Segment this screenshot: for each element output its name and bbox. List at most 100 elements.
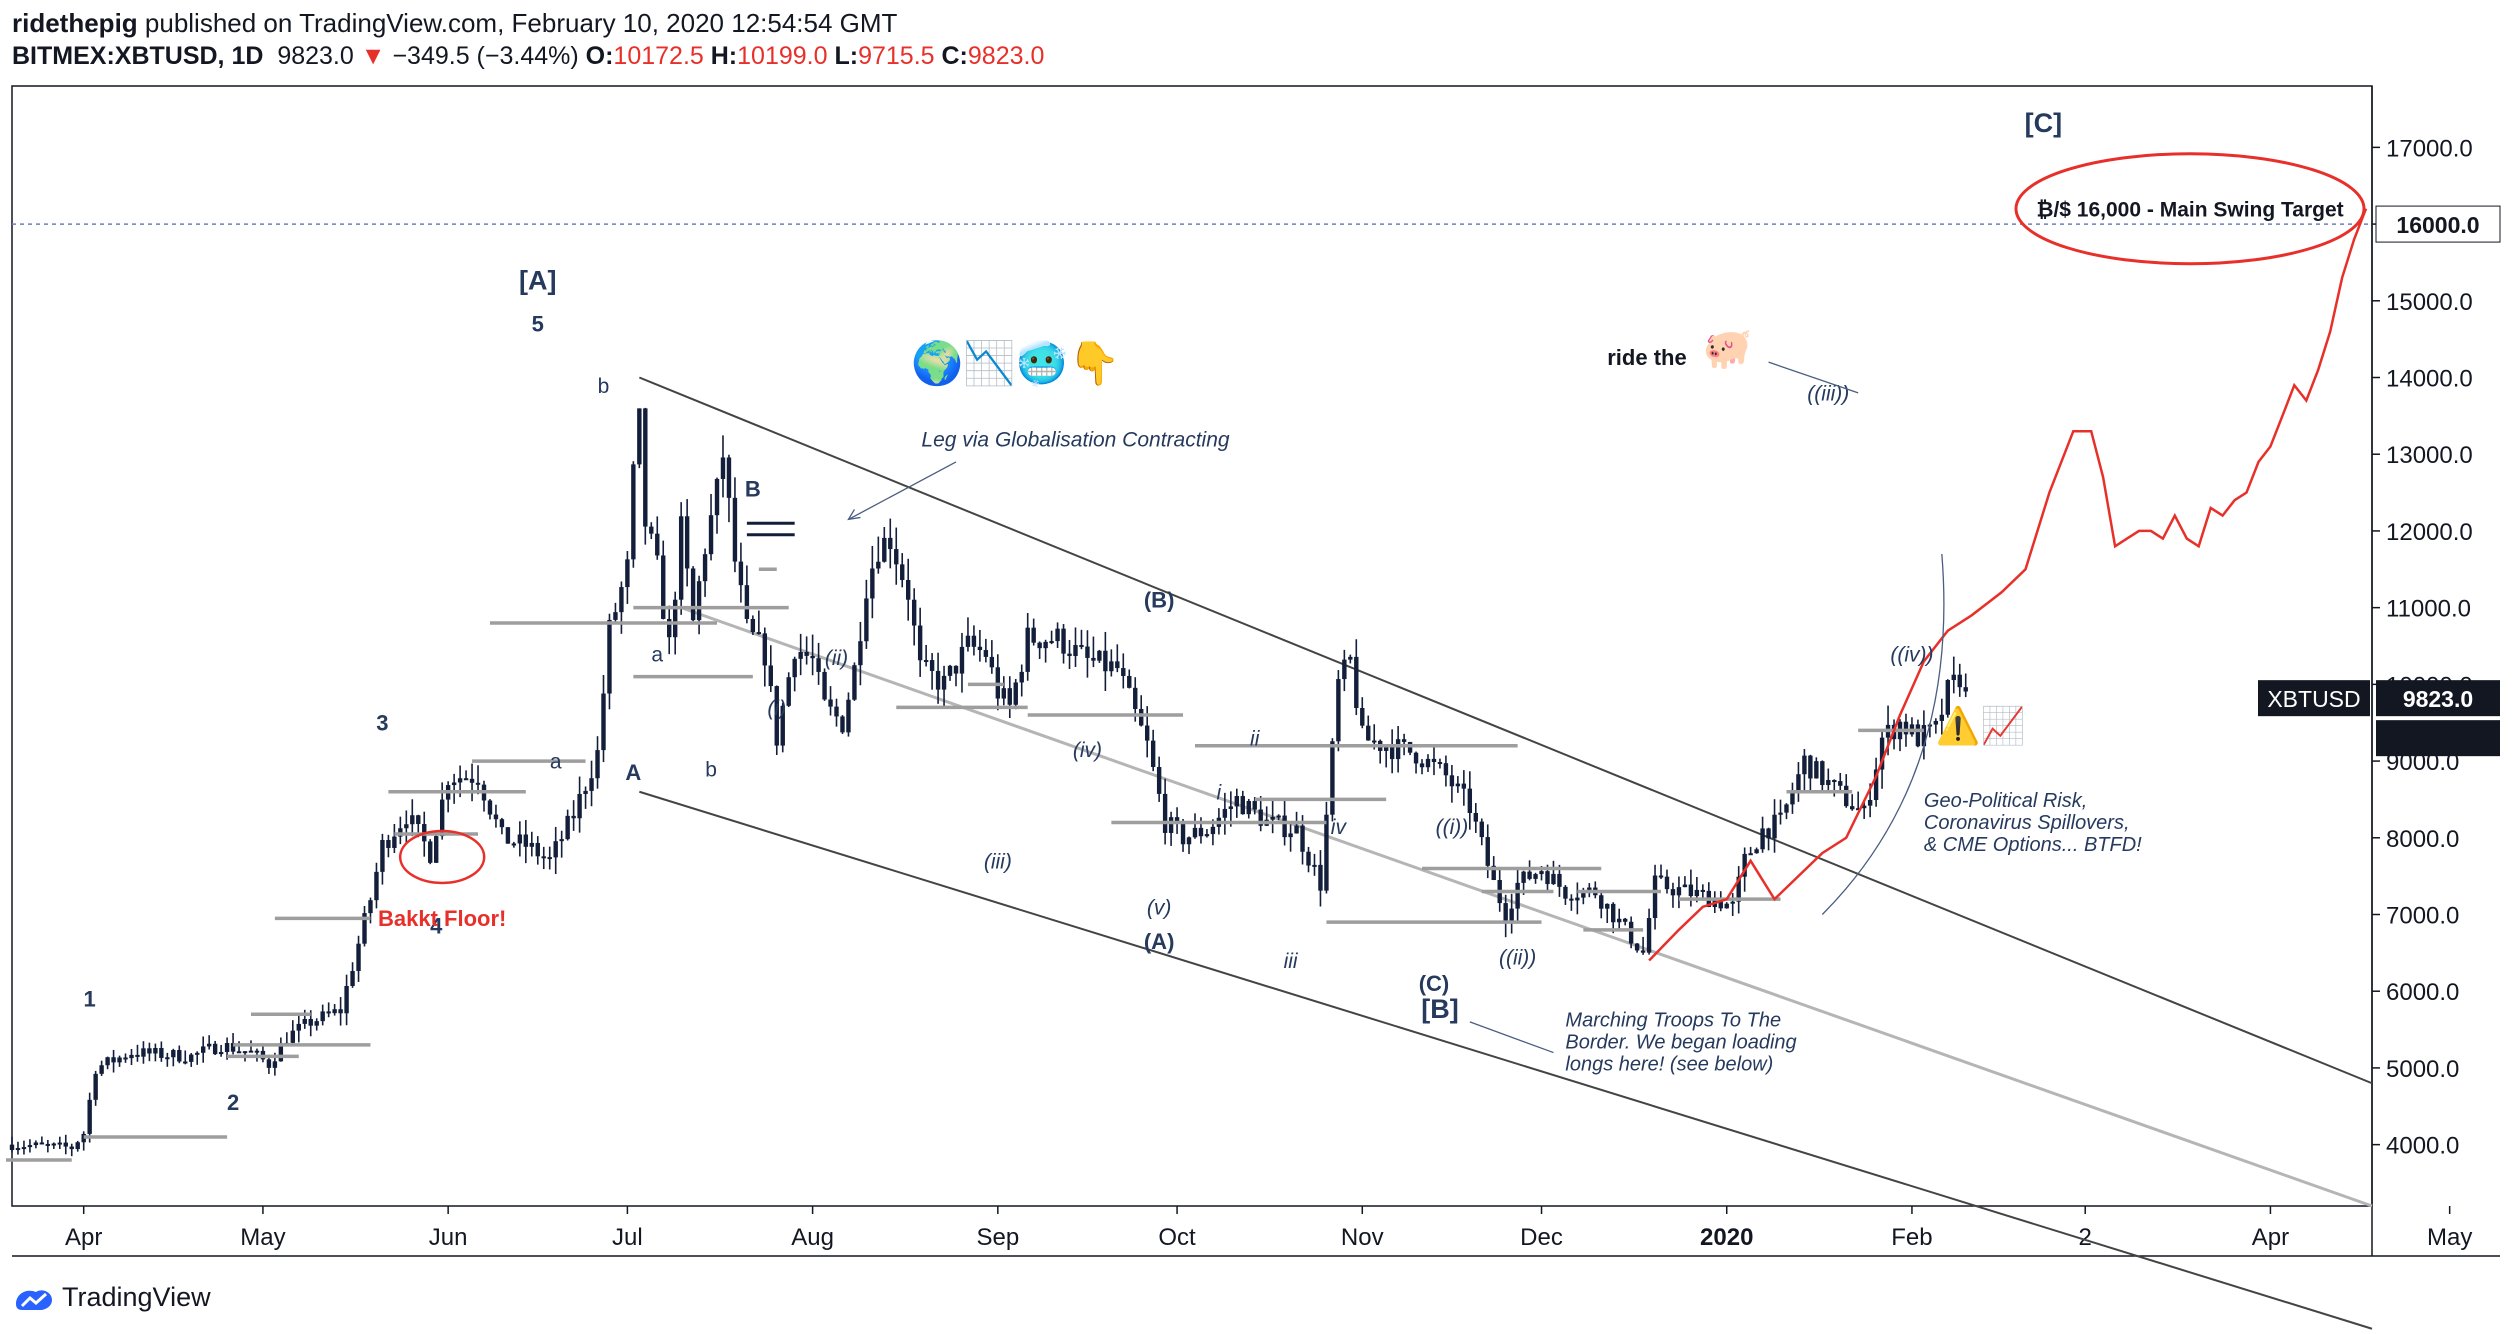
candle-body (1383, 747, 1389, 751)
candle-body (1395, 739, 1401, 760)
candle-body (1288, 833, 1293, 838)
x-tick-label: Jun (429, 1224, 468, 1251)
candle-body (338, 1009, 343, 1014)
author-name[interactable]: ridethepig (12, 8, 138, 38)
candle-body (39, 1142, 45, 1145)
candle-body (487, 800, 493, 815)
marching-annotation-line: Marching Troops To The (1565, 1009, 1781, 1031)
candle-body (1312, 864, 1317, 867)
candle-body (1945, 680, 1950, 715)
candle-body (177, 1050, 182, 1062)
candle-body (1449, 775, 1455, 787)
x-tick-label: May (2427, 1224, 2472, 1251)
candle-body (947, 665, 953, 676)
candle-body (577, 793, 582, 819)
candle-body (111, 1057, 116, 1063)
wave-label: b (705, 758, 717, 781)
candle-body (744, 585, 750, 619)
symbol-name[interactable]: BITMEX:XBTUSD, 1D (12, 42, 264, 70)
candle-body (1790, 792, 1795, 805)
candle-body (386, 839, 391, 848)
candle-body (326, 1011, 331, 1014)
candle-body (457, 778, 463, 783)
candle-body (1049, 641, 1054, 644)
candle-body (93, 1073, 98, 1100)
change-value: −349.5 (−3.44%) (392, 42, 579, 70)
candle-body (475, 782, 481, 785)
low-value: 9715.5 (858, 42, 935, 70)
candle-body (499, 819, 505, 828)
candle-body (272, 1061, 278, 1068)
candle-body (852, 665, 857, 700)
candle-body (643, 408, 648, 527)
candle-body (810, 655, 815, 659)
candle-body (786, 677, 791, 706)
candle-body (1443, 763, 1449, 776)
candle-body (1652, 875, 1658, 919)
candle-body (1832, 780, 1837, 783)
candle-body (1491, 865, 1496, 880)
publish-line: ridethepig published on TradingView.com,… (12, 8, 897, 39)
candle-body (356, 943, 361, 971)
candle-body (1067, 653, 1072, 656)
candle-body (1754, 849, 1759, 854)
candle-body (1168, 817, 1174, 833)
candle-body (768, 665, 773, 687)
candle-body (1019, 671, 1024, 683)
candle-body (1664, 876, 1670, 890)
candle-body (1634, 943, 1640, 951)
candle-body (1850, 806, 1855, 810)
candle-body (314, 1021, 319, 1026)
candle-body (1688, 884, 1694, 897)
channel-mid-line (680, 606, 2373, 1208)
candle-body (684, 516, 690, 569)
candle-body (888, 537, 893, 550)
candle-body (332, 1009, 337, 1014)
candle-body (141, 1048, 146, 1057)
candle-body (1372, 740, 1377, 743)
wave-label: i (1217, 781, 1223, 804)
x-tick-label: Jul (612, 1224, 643, 1251)
candle-body (1127, 675, 1132, 688)
candle-body (1150, 740, 1156, 768)
candle-body (171, 1050, 176, 1058)
marching-annotation-line: Border. We began loading (1565, 1031, 1796, 1053)
candle-body (1025, 627, 1030, 672)
candle-body (595, 750, 600, 779)
candle-body (1748, 853, 1753, 856)
candle-body (1682, 884, 1688, 888)
leg-arrowhead (847, 509, 861, 521)
candle-body (1700, 889, 1706, 892)
candle-body (1670, 889, 1676, 896)
candle-body (1921, 725, 1927, 747)
candle-body (1724, 903, 1729, 909)
candle-body (1192, 827, 1198, 838)
wave-label: (ii) (825, 647, 848, 670)
candle-body (9, 1144, 15, 1150)
candle-body (523, 834, 529, 847)
candle-body (941, 675, 947, 690)
candle-body (511, 843, 517, 846)
candle-body (953, 665, 959, 674)
marching-annotation-line: longs here! (see below) (1565, 1053, 1773, 1075)
candle-body (1628, 921, 1634, 944)
candle-body (804, 652, 809, 656)
ohlc-line: BITMEX:XBTUSD, 1D 9823.0 ▼ −349.5 (−3.44… (12, 42, 1044, 71)
wave-label: (A) (1144, 929, 1175, 954)
down-arrow-icon: ▼ (360, 42, 386, 70)
candle-body (21, 1147, 27, 1150)
candle-body (57, 1142, 62, 1145)
footer-brand[interactable]: TradingView (14, 1282, 211, 1313)
candle-body (1162, 793, 1168, 833)
last-price-box (2376, 680, 2500, 717)
candle-body (1539, 871, 1544, 875)
candle-body (1431, 758, 1437, 763)
candle-body (1306, 851, 1311, 866)
candle-body (882, 537, 887, 562)
candle-body (911, 599, 917, 626)
candle-body (206, 1043, 212, 1047)
candle-body (1658, 875, 1664, 878)
candle-body (1855, 808, 1861, 811)
candle-body (1569, 898, 1574, 901)
